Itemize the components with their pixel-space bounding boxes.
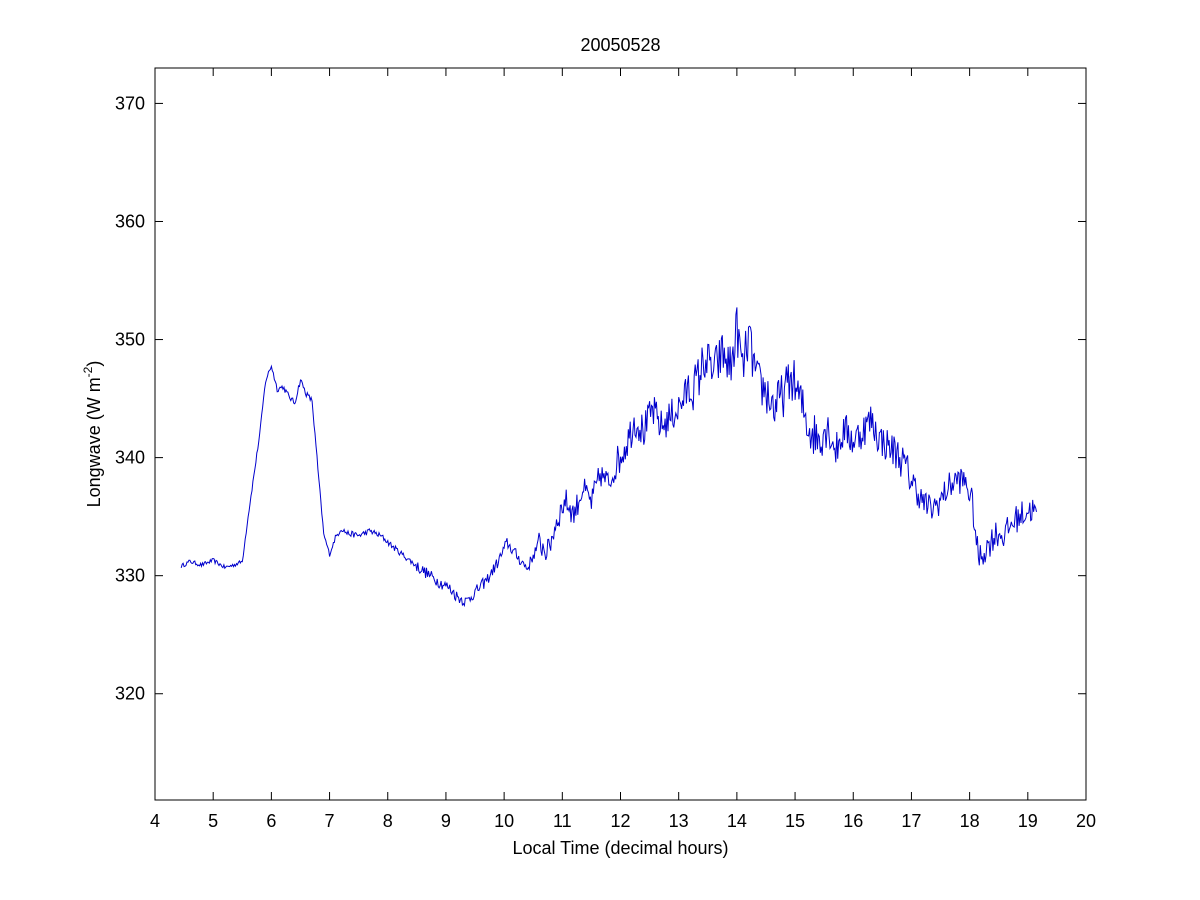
chart-title: 20050528 (580, 35, 660, 55)
y-axis-label-text: Longwave (W m (84, 377, 104, 507)
x-tick-label: 5 (208, 811, 218, 831)
x-tick-label: 9 (441, 811, 451, 831)
x-tick-label: 15 (785, 811, 805, 831)
y-axis-tick-labels: 320 330 340 350 360 370 (115, 93, 145, 703)
x-tick-label: 4 (150, 811, 160, 831)
x-axis-label: Local Time (decimal hours) (512, 838, 728, 858)
x-tick-label: 13 (669, 811, 689, 831)
y-tick-label: 340 (115, 448, 145, 468)
y-tick-label: 320 (115, 684, 145, 704)
x-tick-label: 18 (960, 811, 980, 831)
y-axis-ticks (155, 102, 1086, 695)
x-tick-label: 14 (727, 811, 747, 831)
x-tick-label: 6 (266, 811, 276, 831)
x-tick-label: 10 (494, 811, 514, 831)
x-axis-tick-labels: 4 5 6 7 8 9 10 11 12 13 14 15 16 17 18 19 20 (150, 811, 1096, 831)
x-tick-label: 17 (901, 811, 921, 831)
y-tick-label: 350 (115, 330, 145, 350)
x-axis-ticks (154, 68, 1087, 800)
x-tick-label: 19 (1018, 811, 1038, 831)
y-tick-label: 370 (115, 93, 145, 113)
x-tick-label: 16 (843, 811, 863, 831)
y-axis-label-superscript: -2 (81, 366, 95, 377)
y-axis-label-close: ) (84, 361, 104, 367)
x-tick-label: 7 (325, 811, 335, 831)
y-tick-label: 360 (115, 211, 145, 231)
x-tick-label: 8 (383, 811, 393, 831)
y-axis-label: Longwave (W m-2) (81, 361, 104, 508)
x-tick-label: 20 (1076, 811, 1096, 831)
longwave-series-line (180, 307, 1037, 608)
y-tick-label: 330 (115, 566, 145, 586)
x-tick-label: 12 (610, 811, 630, 831)
x-tick-label: 11 (553, 811, 572, 831)
